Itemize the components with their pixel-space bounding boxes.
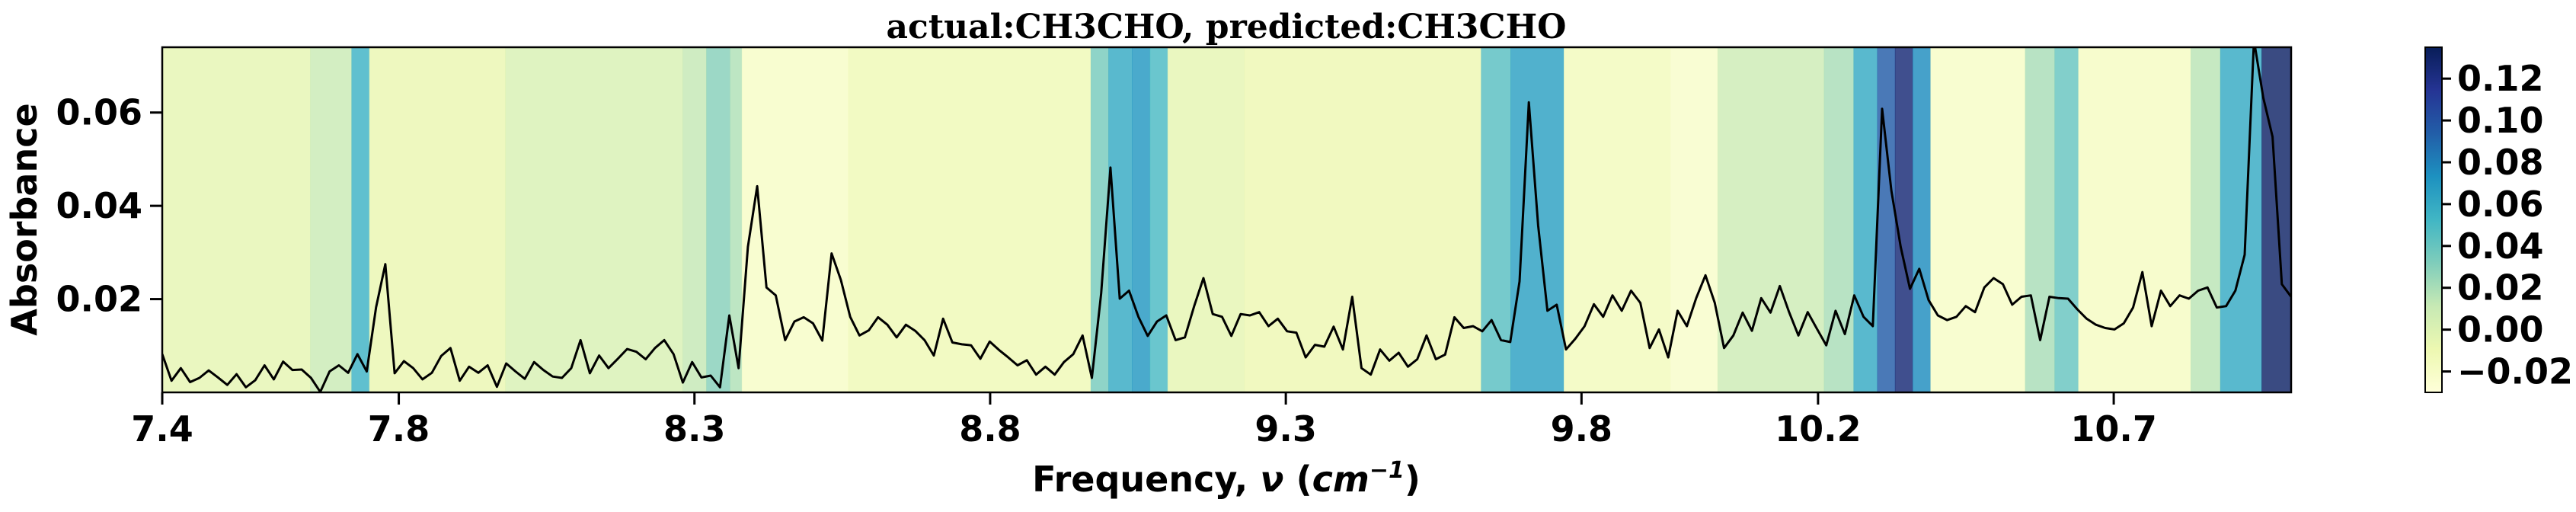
colorbar-gradient: [2425, 47, 2442, 392]
heatmap-band: [2078, 47, 2191, 392]
x-tick-label: 8.3: [663, 408, 726, 450]
heatmap-band: [1670, 47, 1718, 392]
heatmap-band: [369, 47, 506, 392]
colorbar-tick-label: 0.12: [2457, 58, 2544, 99]
colorbar: −0.020.000.020.040.060.080.100.12: [2424, 46, 2573, 393]
x-tick-label: 10.2: [1775, 408, 1862, 450]
colorbar-frame: [2424, 46, 2443, 393]
heatmap-band: [2054, 47, 2079, 392]
heatmap-band: [1090, 47, 1109, 392]
x-axis-label-nu: ν: [1260, 459, 1283, 500]
x-axis-label-exponent: −1: [1369, 457, 1405, 484]
plot-frame: [161, 46, 2293, 394]
heatmap-band: [505, 47, 683, 392]
y-tick-label: 0.06: [56, 92, 143, 133]
heatmap-band: [2191, 47, 2221, 392]
colorbar-tick-label: 0.06: [2457, 184, 2544, 225]
x-tick-label: 7.8: [368, 408, 430, 450]
heatmap-band: [1167, 47, 1245, 392]
heatmap-band: [1481, 47, 1511, 392]
x-tick-label: 7.4: [131, 408, 193, 450]
colorbar-tick-label: 0.00: [2457, 309, 2544, 350]
colorbar-tick-label: 0.10: [2457, 100, 2544, 141]
colorbar-tick-label: −0.02: [2457, 351, 2573, 392]
heatmap-band: [1930, 47, 2026, 392]
chart-title: actual:CH3CHO, predicted:CH3CHO: [887, 8, 1567, 46]
heatmap-band: [310, 47, 353, 392]
heatmap-band: [1717, 47, 1825, 392]
y-tick-label: 0.02: [56, 279, 143, 320]
heatmap-band: [848, 47, 1091, 392]
heatmap-band: [1244, 47, 1481, 392]
y-axis: 0.02 0.04 0.06: [56, 92, 162, 320]
x-tick-label: 10.7: [2070, 408, 2157, 450]
spectrum-line: [162, 47, 2291, 392]
heatmap-band: [730, 47, 743, 392]
heatmap-band: [2261, 47, 2291, 392]
x-axis-label-prefix: Frequency,: [1032, 459, 1260, 500]
heatmap-band: [1877, 47, 1896, 392]
heatmap-band: [1913, 47, 1932, 392]
heatmap-band: [1108, 47, 1133, 392]
y-axis-label: Absorbance: [4, 103, 45, 335]
y-tick-label: 0.04: [56, 185, 143, 226]
heatmap-band: [1564, 47, 1671, 392]
colorbar-tick-label: 0.02: [2457, 267, 2544, 309]
x-axis-label-unit: cm: [1312, 459, 1369, 500]
heatmap-band: [1853, 47, 1878, 392]
colorbar-tick-label: 0.08: [2457, 142, 2544, 183]
heatmap-band: [162, 47, 311, 392]
spectrum-line-group: [162, 47, 2291, 392]
heatmap-band: [741, 47, 849, 392]
heatmap-band: [1132, 47, 1151, 392]
x-axis: 7.4 7.8 8.3 8.8 9.3 9.8 10.2 10.7: [131, 392, 2157, 450]
heatmap-band: [682, 47, 707, 392]
x-axis-label-open: (: [1284, 459, 1312, 500]
heatmap-band: [1149, 47, 1168, 392]
heatmap-band: [1894, 47, 1913, 392]
heatmap-background: [162, 47, 2291, 392]
plot-area: [161, 46, 2293, 394]
x-tick-label: 9.3: [1254, 408, 1317, 450]
x-tick-label: 9.8: [1551, 408, 1613, 450]
x-axis-label-close: ): [1405, 459, 1421, 500]
x-tick-label: 8.8: [959, 408, 1021, 450]
heatmap-band: [2220, 47, 2262, 392]
colorbar-tick-label: 0.04: [2457, 226, 2544, 267]
colorbar-ticks: −0.020.000.020.040.060.080.100.12: [2442, 58, 2573, 392]
heatmap-band: [351, 47, 370, 392]
x-axis-label: Frequency, ν (cm−1): [1032, 457, 1421, 500]
